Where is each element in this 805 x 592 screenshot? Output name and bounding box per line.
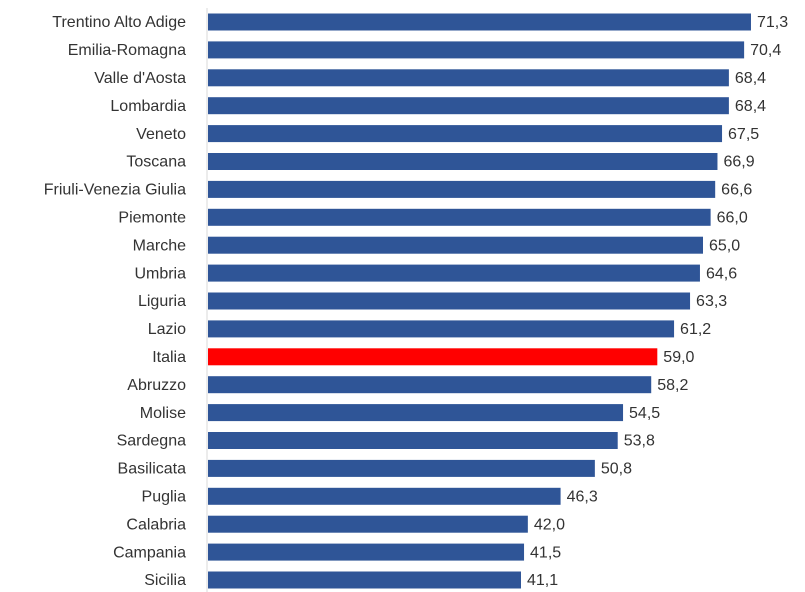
value-label: 66,9 bbox=[723, 154, 754, 171]
value-label: 53,8 bbox=[624, 433, 655, 450]
value-label: 67,5 bbox=[728, 126, 759, 143]
value-label: 61,2 bbox=[680, 321, 711, 338]
category-label: Valle d'Aosta bbox=[94, 70, 186, 87]
bar bbox=[208, 543, 525, 561]
value-label: 50,8 bbox=[601, 461, 632, 478]
bar bbox=[208, 292, 691, 310]
bar bbox=[208, 376, 652, 394]
category-label: Molise bbox=[140, 405, 186, 422]
category-label: Sardegna bbox=[117, 433, 186, 450]
category-label: Lazio bbox=[148, 321, 186, 338]
category-label: Campania bbox=[113, 544, 186, 561]
category-label: Basilicata bbox=[118, 461, 187, 478]
category-label: Toscana bbox=[126, 154, 186, 171]
bar bbox=[208, 432, 618, 449]
value-label: 58,2 bbox=[657, 377, 688, 394]
bar bbox=[208, 320, 675, 338]
bar bbox=[208, 404, 624, 422]
value-label: 64,6 bbox=[706, 265, 737, 282]
category-label: Trentino Alto Adige bbox=[52, 14, 186, 31]
value-label: 59,0 bbox=[663, 349, 694, 366]
bar bbox=[208, 69, 729, 87]
bar bbox=[208, 487, 561, 505]
value-label: 71,3 bbox=[757, 14, 788, 31]
bar bbox=[208, 180, 716, 198]
bar bbox=[208, 236, 703, 254]
bar bbox=[208, 459, 595, 477]
category-label: Calabria bbox=[126, 516, 186, 533]
value-label: 42,0 bbox=[534, 516, 565, 533]
value-label: 63,3 bbox=[696, 293, 727, 310]
category-label: Puglia bbox=[142, 489, 187, 506]
bar bbox=[208, 153, 718, 170]
value-label: 70,4 bbox=[750, 42, 781, 59]
bar bbox=[208, 515, 528, 533]
value-label: 68,4 bbox=[735, 70, 766, 87]
category-label: Sicilia bbox=[144, 572, 186, 589]
bar bbox=[208, 348, 658, 366]
bar bbox=[208, 208, 711, 226]
bar bbox=[208, 41, 745, 59]
value-label: 66,0 bbox=[717, 210, 748, 227]
value-label: 46,3 bbox=[567, 489, 598, 506]
value-label: 65,0 bbox=[709, 237, 740, 254]
category-label: Piemonte bbox=[118, 210, 186, 227]
category-label: Veneto bbox=[136, 126, 186, 143]
category-label: Friuli-Venezia Giulia bbox=[44, 182, 186, 199]
category-label: Abruzzo bbox=[127, 377, 186, 394]
bar bbox=[208, 125, 723, 143]
bar bbox=[208, 571, 521, 589]
value-label: 41,1 bbox=[527, 572, 558, 589]
value-label: 54,5 bbox=[629, 405, 660, 422]
category-label: Emilia-Romagna bbox=[68, 42, 186, 59]
category-label: Lombardia bbox=[110, 98, 186, 115]
category-label: Umbria bbox=[134, 265, 186, 282]
value-label: 68,4 bbox=[735, 98, 766, 115]
bar bbox=[208, 97, 729, 115]
category-label: Liguria bbox=[138, 293, 186, 310]
bar bbox=[208, 13, 751, 31]
category-label: Italia bbox=[152, 349, 186, 366]
value-label: 66,6 bbox=[721, 182, 752, 199]
category-label: Marche bbox=[133, 237, 186, 254]
bar bbox=[208, 264, 700, 282]
value-label: 41,5 bbox=[530, 544, 561, 561]
